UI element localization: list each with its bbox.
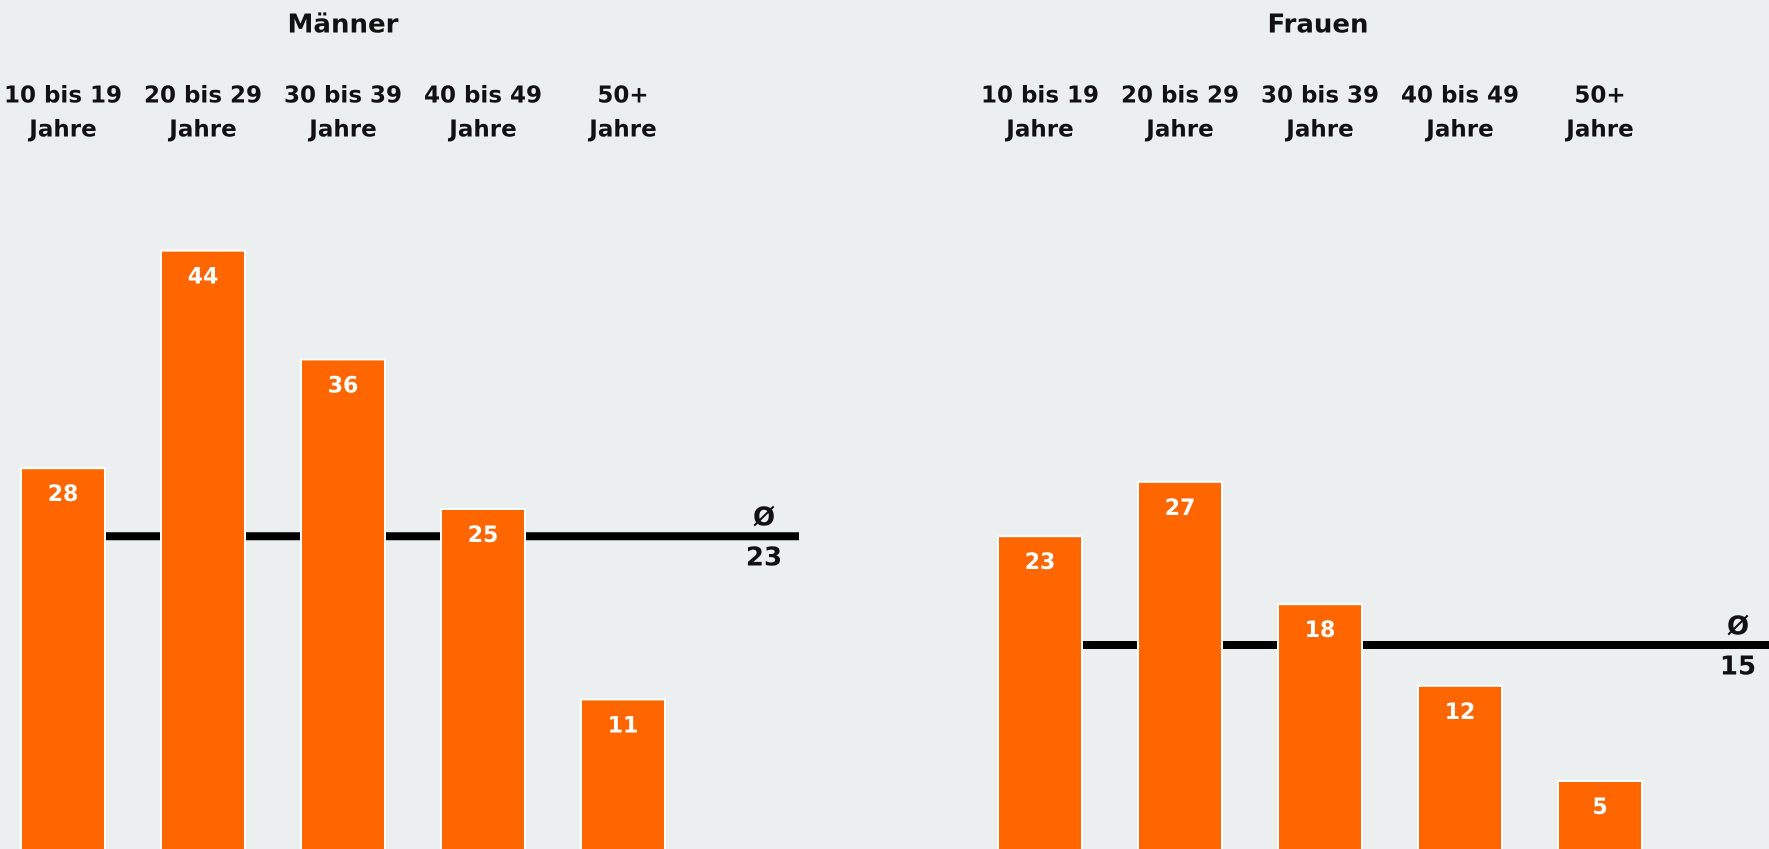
category-label: Jahre xyxy=(307,117,376,143)
category-label: 40 bis 49 xyxy=(424,83,542,109)
bar xyxy=(1417,684,1503,849)
category-label: 20 bis 29 xyxy=(144,83,262,109)
category-label: 10 bis 19 xyxy=(981,83,1099,109)
bar xyxy=(300,358,386,849)
category-label: Jahre xyxy=(27,117,96,143)
category-label: Jahre xyxy=(1004,117,1073,143)
value-label: 18 xyxy=(1305,618,1336,643)
category-label: Jahre xyxy=(1144,117,1213,143)
category-label: Jahre xyxy=(587,117,656,143)
value-label: 27 xyxy=(1165,496,1196,521)
average-symbol: Ø xyxy=(1727,612,1749,642)
category-label: 20 bis 29 xyxy=(1121,83,1239,109)
category-label: 50+ xyxy=(1574,83,1625,109)
category-label: Jahre xyxy=(447,117,516,143)
value-label: 36 xyxy=(328,373,359,398)
bar xyxy=(1137,480,1223,849)
value-label: 5 xyxy=(1592,795,1607,820)
bar xyxy=(997,535,1083,849)
category-label: Jahre xyxy=(1284,117,1353,143)
average-value: 15 xyxy=(1720,652,1756,682)
bar xyxy=(20,467,106,849)
value-label: 44 xyxy=(188,265,219,290)
value-label: 25 xyxy=(468,523,499,548)
bar xyxy=(580,698,666,849)
bar xyxy=(440,508,526,849)
category-label: Jahre xyxy=(1564,117,1633,143)
value-label: 12 xyxy=(1445,700,1476,725)
category-label: 10 bis 19 xyxy=(4,83,122,109)
category-label: 50+ xyxy=(597,83,648,109)
bar xyxy=(1277,603,1363,849)
category-label: 40 bis 49 xyxy=(1401,83,1519,109)
value-label: 23 xyxy=(1025,550,1056,575)
category-label: 30 bis 39 xyxy=(1261,83,1379,109)
category-label: 30 bis 39 xyxy=(284,83,402,109)
category-label: Jahre xyxy=(167,117,236,143)
average-value: 23 xyxy=(746,543,782,573)
bar xyxy=(160,249,246,849)
value-label: 28 xyxy=(48,482,79,507)
value-label: 11 xyxy=(608,713,639,738)
chart-title: Frauen xyxy=(1267,10,1368,40)
bar xyxy=(1557,780,1643,849)
category-label: Jahre xyxy=(1424,117,1493,143)
average-symbol: Ø xyxy=(753,503,775,533)
chart-title: Männer xyxy=(288,10,399,40)
